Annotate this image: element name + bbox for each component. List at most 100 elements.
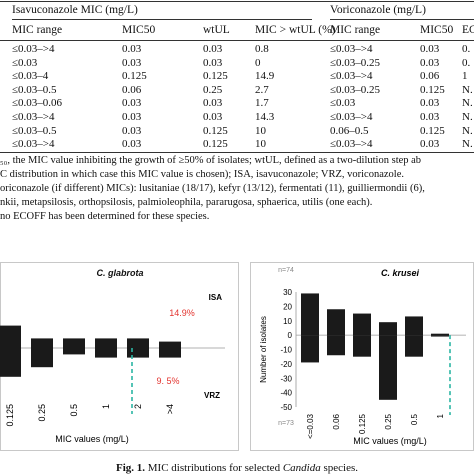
col-header-mic-gt-wtul: MIC > wtUL (%) <box>255 24 336 36</box>
table-top-rule <box>0 1 474 2</box>
col-header-vrz-mic50: MIC50 <box>420 24 454 36</box>
chart-krusei-vrz-bar <box>379 335 397 400</box>
figure-caption-text-after: species. <box>320 462 358 474</box>
chart-krusei: 30 20 10 0 -10 -20 -30 -40 -50 Number of isolates… <box>250 262 474 452</box>
chart-glabrata-vrz-pct: 9. 5% <box>156 376 179 386</box>
table-cell: N. <box>462 97 473 110</box>
table-cell: ≤0.03–4 <box>12 70 49 83</box>
table-cell: ≤0.03 <box>330 97 356 110</box>
table-cell: ≤0.03–0.06 <box>12 97 63 110</box>
table-cell: 0.125 <box>420 124 445 137</box>
table-cell: 1.7 <box>255 97 269 110</box>
chart-krusei-y-tick: -20 <box>280 360 292 369</box>
group2-rule <box>330 19 474 20</box>
chart-glabrata-vrz-bar <box>95 348 117 358</box>
chart-glabrata-isa-bar <box>127 338 149 348</box>
table-cell: ≤0.03 <box>12 56 38 69</box>
voriconazole-group-header: Voriconazole (mg/L) <box>330 4 426 16</box>
table-cell: 0.125 <box>420 83 445 96</box>
chart-glabrata-vrz-label: VRZ <box>204 391 220 400</box>
table-cell: 14.3 <box>255 111 275 123</box>
chart-krusei-x-tick: 0.06 <box>332 413 341 429</box>
chart-krusei-y-tick: 20 <box>283 302 292 311</box>
footnote-line: nkii, metapsilosis, orthopsilosis, palmi… <box>0 197 373 208</box>
chart-krusei-n-bottom: n=73 <box>278 420 294 427</box>
table-cell: 10 <box>255 124 266 137</box>
chart-glabrata-x-tick: 1 <box>101 404 111 409</box>
chart-glabrata-x-tick: 0.125 <box>5 404 15 427</box>
results-table: Isavuconazole MIC (mg/L) Voriconazole (m… <box>0 0 474 152</box>
table-cell: ≤0.03–>4 <box>12 138 55 151</box>
chart-glabrata: C. glabrota 0.125 0.25 0.5 1 2 >4 ISA 14.9% 9. 5… <box>0 262 240 452</box>
table-cell: 0.03 <box>122 138 142 151</box>
chart-krusei-vrz-bar <box>301 335 319 363</box>
table-cell: ≤0.03–>4 <box>12 111 55 123</box>
table-cell: ≤0.03–>4 <box>330 138 373 151</box>
table-cell: 1 <box>462 70 468 83</box>
footnote-line: ₅₀, the MIC value inhibiting the growth … <box>0 155 422 166</box>
table-cell: 0.06 <box>122 83 142 96</box>
table-cell: 0 <box>255 56 261 69</box>
footnote-line: oriconazole (if different) MICs): lusita… <box>0 183 425 194</box>
table-cell: ≤0.03–0.5 <box>12 83 57 96</box>
table-cell: 0.03 <box>203 97 223 110</box>
chart-glabrata-vrz-bar <box>0 348 21 377</box>
table-cell: ≤0.03–>4 <box>12 43 55 55</box>
table-cell: 0.06 <box>420 70 440 83</box>
chart-krusei-isa-bar <box>405 316 423 336</box>
chart-krusei-x-tick: 1 <box>436 413 445 418</box>
chart-krusei-y-tick: 30 <box>283 288 292 297</box>
table-cell: 0.03 <box>420 43 440 55</box>
figure-caption-italic: Candida <box>282 462 321 474</box>
table-cell: 0.03 <box>203 43 223 55</box>
footnote-rule <box>0 152 474 153</box>
table-cell: 0.03 <box>122 56 142 69</box>
chart-glabrata-isa-bar <box>159 341 181 348</box>
table-cell: 0.03 <box>122 97 142 110</box>
chart-glabrata-plot: 0.125 0.25 0.5 1 2 >4 ISA 14.9% 9. 5% VRZ MIC valu… <box>0 262 239 451</box>
chart-krusei-vrz-bar <box>353 335 371 357</box>
table-cell: 0. <box>462 56 471 69</box>
table-cell: N. <box>462 138 473 151</box>
table-cell: 0.125 <box>122 70 147 83</box>
table-cell: 0.03 <box>420 56 440 69</box>
table-cell: 0.125 <box>203 70 228 83</box>
chart-krusei-plot: 30 20 10 0 -10 -20 -30 -40 -50 Number of isolates… <box>250 262 474 451</box>
col-header-mic-range: MIC range <box>12 24 63 36</box>
chart-glabrata-vrz-bar <box>127 348 149 358</box>
isavuconazole-group-header: Isavuconazole MIC (mg/L) <box>12 4 138 16</box>
table-cell: 0.8 <box>255 43 269 55</box>
figure-caption: Fig. 1. MIC distributions for selected C… <box>0 462 474 474</box>
chart-glabrata-isa-label: ISA <box>209 293 223 302</box>
chart-glabrata-vrz-bar <box>159 348 181 358</box>
chart-krusei-isa-bar <box>327 309 345 336</box>
chart-krusei-n-top: n=74 <box>278 267 294 274</box>
chart-krusei-x-tick: <=0.03 <box>306 413 315 438</box>
chart-krusei-y-tick: 10 <box>283 317 292 326</box>
header-bottom-rule <box>0 40 474 41</box>
chart-glabrata-isa-bar <box>31 338 53 348</box>
table-cell: 0.125 <box>203 124 228 137</box>
table-cell: N. <box>462 83 473 96</box>
table-cell: 0.03 <box>122 43 142 55</box>
chart-glabrata-x-tick: 0.25 <box>37 404 47 422</box>
table-cell: ≤0.03–0.25 <box>330 56 381 69</box>
table-cell: N. <box>462 111 473 123</box>
chart-krusei-x-tick: 0.25 <box>384 413 393 429</box>
chart-krusei-x-tick: 0.125 <box>358 413 367 434</box>
chart-krusei-y-tick: -50 <box>280 403 292 412</box>
footnote-line: C distribution in which case this MIC va… <box>0 169 404 180</box>
chart-krusei-y-tick: -10 <box>280 346 292 355</box>
table-cell: 14.9 <box>255 70 275 83</box>
col-header-vrz-mic-range: MIC range <box>330 24 381 36</box>
chart-krusei-y-tick: -40 <box>280 389 292 398</box>
table-cell: ≤0.03–>4 <box>330 111 373 123</box>
table-cell: ≤0.03–>4 <box>330 43 373 55</box>
table-cell: 0. <box>462 43 471 55</box>
chart-krusei-isa-bar <box>379 322 397 336</box>
chart-krusei-vrz-bar <box>327 335 345 356</box>
table-cell: 0.03 <box>420 97 440 110</box>
table-cell: 0.03 <box>420 138 440 151</box>
chart-krusei-vrz-bar <box>431 335 449 337</box>
table-cell: 0.25 <box>203 83 223 96</box>
